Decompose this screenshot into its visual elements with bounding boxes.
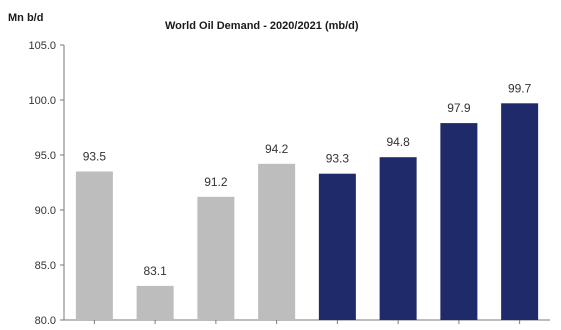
bar xyxy=(75,171,113,320)
y-tick-label: 100.0 xyxy=(28,95,56,107)
y-axis-label: Mn b/d xyxy=(8,12,44,24)
bar xyxy=(501,103,539,320)
bar xyxy=(197,196,235,320)
bar-value-label: 99.7 xyxy=(508,81,532,95)
bar-value-label: 97.9 xyxy=(447,101,471,115)
y-tick-label: 80.0 xyxy=(35,315,56,327)
bar-value-label: 94.2 xyxy=(265,142,289,156)
bar xyxy=(258,163,296,320)
bar-value-label: 83.1 xyxy=(143,264,167,278)
bar xyxy=(318,173,356,320)
y-tick-label: 95.0 xyxy=(35,150,56,162)
y-tick-label: 90.0 xyxy=(35,205,56,217)
bar-value-label: 94.8 xyxy=(386,135,410,149)
bar xyxy=(440,123,478,320)
y-tick-label: 105.0 xyxy=(28,40,56,52)
chart-title: World Oil Demand - 2020/2021 (mb/d) xyxy=(165,20,359,32)
bar xyxy=(379,157,417,320)
bar xyxy=(136,285,174,320)
bar-value-label: 91.2 xyxy=(204,175,228,189)
bar-value-label: 93.3 xyxy=(326,152,350,166)
bar-value-label: 93.5 xyxy=(83,150,107,164)
y-tick-label: 85.0 xyxy=(35,260,56,272)
